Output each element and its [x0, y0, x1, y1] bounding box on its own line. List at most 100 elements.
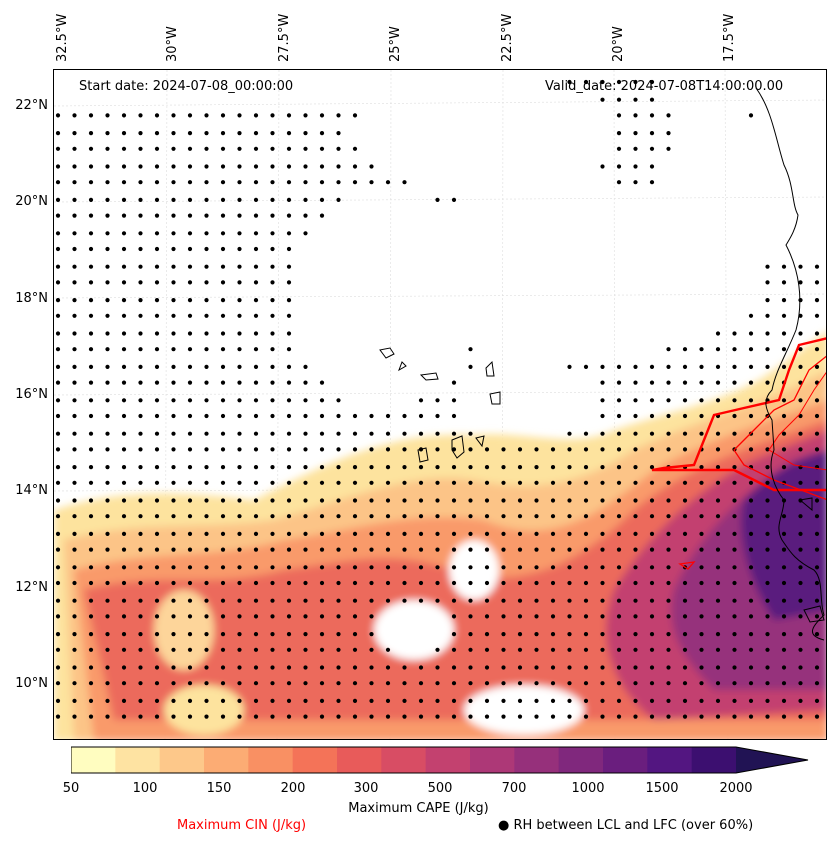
rh-dot — [138, 498, 143, 503]
lon-label-32.5w: 32.5°W — [55, 13, 70, 62]
map-panel[interactable]: Start date: 2024-07-08_00:00:00 Valid_da… — [53, 69, 827, 740]
rh-dot — [336, 197, 341, 202]
rh-dot — [253, 364, 259, 369]
rh-dot — [154, 632, 160, 637]
rh-dot — [171, 665, 176, 670]
rh-dot — [55, 197, 61, 202]
lat-label-10n: 10°N — [15, 676, 48, 691]
rh-dot — [468, 565, 473, 570]
rh-dot — [88, 480, 94, 485]
rh-dot — [220, 380, 226, 385]
rh-dot — [748, 398, 754, 403]
rh-dot — [781, 280, 787, 285]
rh-dot — [171, 231, 176, 236]
rh-dot — [88, 131, 94, 136]
colorbar-segment — [514, 747, 560, 773]
rh-dot — [154, 431, 160, 436]
rh-dot — [220, 647, 226, 652]
rh-dot — [187, 681, 193, 686]
rh-dot — [369, 465, 374, 470]
rh-dot — [418, 681, 424, 686]
rh-dot — [649, 380, 655, 385]
rh-dot — [352, 146, 358, 151]
rh-dot — [237, 364, 242, 369]
rh-dot — [798, 565, 803, 570]
colorbar-segment — [691, 747, 737, 773]
rh-dot — [633, 547, 638, 552]
rh-dot — [220, 246, 226, 252]
rh-dot — [468, 447, 473, 452]
rh-dot — [204, 264, 209, 269]
rh-dot — [666, 647, 671, 652]
rh-dot — [138, 514, 143, 519]
rh-dot — [336, 614, 341, 619]
rh-dot — [567, 79, 572, 85]
rh-dot — [319, 681, 325, 686]
rh-dot — [616, 398, 622, 403]
rh-dot — [55, 280, 61, 285]
rh-dot — [138, 246, 143, 252]
rh-dot — [402, 531, 407, 536]
rh-dot — [237, 514, 242, 519]
rh-dot — [253, 298, 259, 303]
rh-dot — [567, 514, 572, 519]
rh-dot — [204, 514, 209, 519]
rh-dot — [270, 598, 275, 603]
rh-dot — [451, 632, 457, 637]
rh-dot — [121, 180, 127, 185]
rh-dot — [270, 514, 275, 519]
rh-dot — [765, 480, 770, 485]
rh-dot — [748, 498, 754, 503]
rh-dot — [468, 347, 473, 352]
cin-contours — [651, 337, 826, 570]
rh-dot — [369, 614, 374, 619]
rh-dot — [385, 698, 391, 704]
rh-dot — [336, 580, 341, 586]
rh-dot — [121, 280, 127, 285]
rh-dot — [781, 298, 787, 303]
rh-dot — [583, 614, 589, 619]
rh-dot — [484, 480, 490, 485]
rh-dot — [633, 480, 638, 485]
rh-dot — [402, 431, 407, 436]
rh-dot — [220, 498, 226, 503]
rh-dot — [105, 698, 110, 704]
rh-dot — [798, 347, 803, 352]
rh-dot — [204, 565, 209, 570]
rh-dot — [253, 413, 259, 419]
rh-dot — [468, 498, 473, 503]
rh-dot — [72, 614, 77, 619]
rh-dot — [765, 714, 770, 719]
rh-dot — [121, 498, 127, 503]
rh-dot — [319, 398, 325, 403]
rh-dot — [88, 264, 94, 269]
rh-dot — [55, 565, 61, 570]
rh-dot — [550, 565, 556, 570]
rh-dot — [204, 280, 209, 285]
rh-dot — [418, 714, 424, 719]
rh-dot — [468, 714, 473, 719]
rh-dot — [303, 514, 308, 519]
rh-dot — [567, 565, 572, 570]
rh-dot — [187, 246, 193, 252]
rh-dot — [72, 413, 77, 419]
rh-dot — [567, 714, 572, 719]
rh-dot — [154, 364, 160, 369]
rh-dot — [55, 246, 61, 252]
rh-dot — [798, 614, 803, 619]
rh-dot — [336, 413, 341, 419]
rh-dot — [303, 580, 308, 586]
rh-dot — [187, 465, 193, 470]
rh-dot — [732, 614, 737, 619]
rh-dot — [220, 398, 226, 403]
rh-dot — [121, 398, 127, 403]
rh-dot — [501, 665, 506, 670]
rh-dot — [517, 531, 523, 536]
rh-dot — [402, 465, 407, 470]
rh-dot — [435, 598, 440, 603]
rh-dot — [732, 498, 737, 503]
cape-colorbar — [71, 746, 809, 774]
rh-dot — [154, 213, 160, 218]
rh-dot — [286, 347, 292, 352]
rh-dot — [220, 347, 226, 352]
